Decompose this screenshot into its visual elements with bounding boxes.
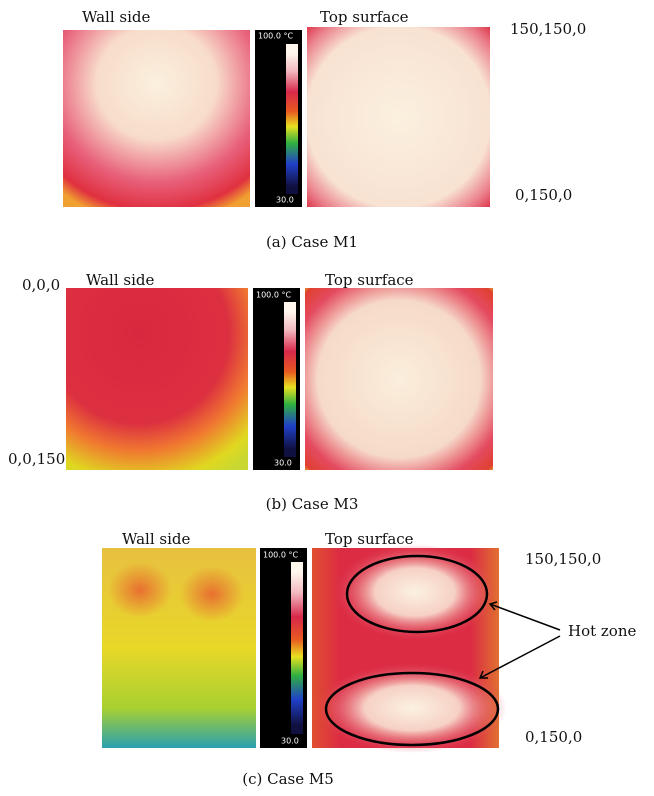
annotation: Hot zone [568,622,637,640]
coord-label: 150,150,0 [510,20,586,38]
left-title: Wall side [122,530,191,548]
hot-region [335,544,495,640]
caption: (b) Case M3 [266,495,359,513]
coord-label: 150,150,0 [525,550,601,568]
top-image [305,288,493,470]
colorbar [286,44,298,194]
caption: (c) Case M5 [242,770,334,788]
coord-label: 0,150,0 [525,728,582,746]
right-title: Top surface [320,8,409,26]
scale-min: 30.0 [276,196,294,205]
hot-region [317,663,507,753]
coord-label: 0,0,0 [22,276,60,294]
colorbar [291,562,303,734]
coord-label: 0,0,150 [8,450,65,468]
scale-min: 30.0 [274,459,292,468]
coord-label: 0,150,0 [515,186,572,204]
wall-image [66,288,248,470]
scale-max: 100.0 °C [256,291,291,300]
scale-max: 100.0 °C [258,32,293,41]
right-title: Top surface [325,271,414,289]
top-image [307,27,490,207]
wall-image [63,30,250,207]
warm-spot [108,562,172,618]
left-title: Wall side [82,8,151,26]
colorbar [284,302,296,457]
caption: (a) Case M1 [266,233,358,251]
scale-min: 30.0 [281,737,299,746]
figure: Wall side Top surface 100.0 °C 30.0 150,… [0,0,654,796]
warm-spot [180,566,244,622]
scale-max: 100.0 °C [263,551,298,560]
left-title: Wall side [86,271,155,289]
